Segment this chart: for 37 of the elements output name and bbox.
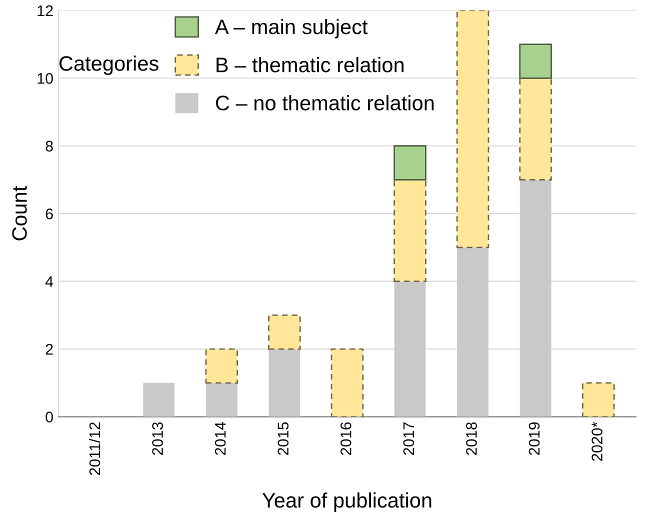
legend-label: A – main subject	[214, 18, 368, 38]
bar	[520, 180, 552, 417]
bar	[519, 44, 552, 79]
bar	[456, 10, 490, 248]
y-tick-label: 12	[38, 5, 53, 16]
bar	[394, 281, 426, 417]
bar	[206, 382, 238, 417]
legend-label: B – thematic relation	[216, 57, 404, 72]
x-tick-label: 2020*	[592, 422, 602, 461]
x-axis-title: Year of publication	[262, 492, 432, 512]
bar	[268, 314, 301, 350]
legend-label: C – no thematic relation	[216, 95, 434, 110]
x-tick-label: 2018	[466, 422, 477, 455]
x-tick-label: 2015	[278, 422, 289, 455]
x-tick-label: 2019	[528, 422, 540, 455]
bar	[394, 145, 426, 180]
y-tick-label: 0	[46, 412, 53, 422]
x-tick-label: 2016	[340, 422, 352, 455]
y-tick-label: 6	[46, 208, 53, 220]
y-tick-label: 2	[46, 344, 53, 355]
bar	[519, 77, 552, 180]
bar	[205, 348, 238, 384]
bar	[394, 179, 426, 282]
bar	[268, 349, 300, 417]
x-tick-label: 2013	[152, 422, 163, 455]
bar	[582, 382, 615, 417]
bar	[143, 382, 175, 417]
bar	[330, 348, 364, 417]
y-tick-label: 8	[46, 140, 53, 152]
x-tick-label: 2011/12	[88, 422, 100, 475]
x-tick-label: 2017	[403, 422, 414, 455]
legend-title: Categories	[59, 56, 158, 75]
y-tick-label: 4	[45, 276, 54, 287]
y-tick-label: 10	[38, 73, 53, 84]
bar	[457, 247, 488, 417]
x-tick-label: 2014	[214, 422, 226, 455]
y-axis-title: Count	[12, 186, 27, 240]
